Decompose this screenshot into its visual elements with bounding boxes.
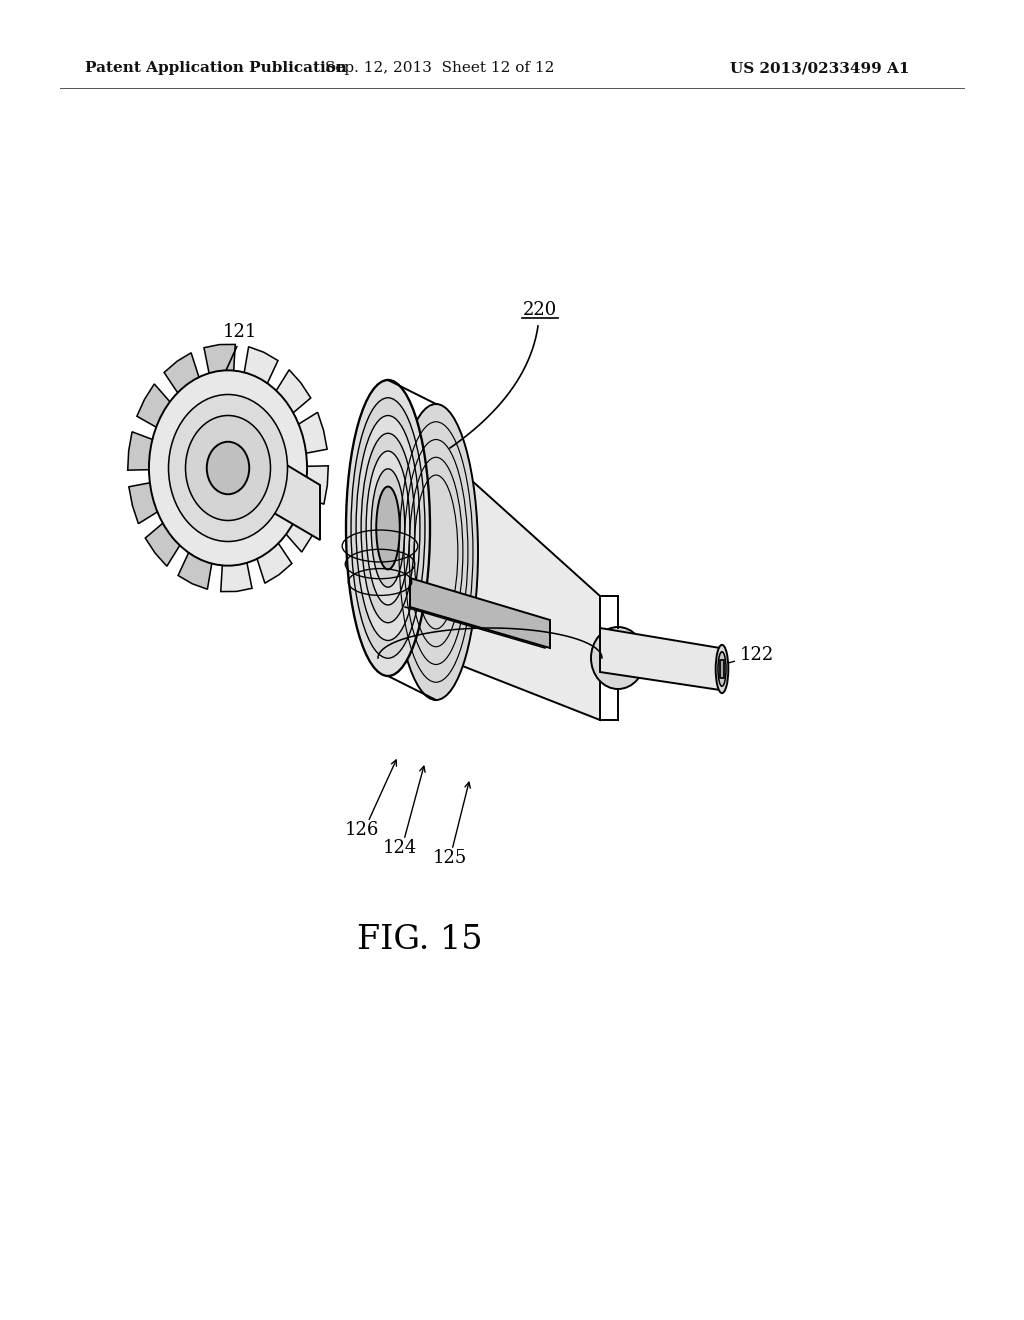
Ellipse shape [371,469,404,587]
Ellipse shape [394,404,478,700]
Polygon shape [410,578,550,648]
Polygon shape [244,347,278,384]
Text: US 2013/0233499 A1: US 2013/0233499 A1 [730,61,909,75]
Ellipse shape [367,451,410,605]
Polygon shape [129,483,158,524]
Text: 121: 121 [223,323,257,341]
Polygon shape [178,552,212,589]
Polygon shape [128,432,154,470]
Ellipse shape [591,627,645,689]
Polygon shape [137,384,171,428]
Text: 124: 124 [383,840,417,857]
Ellipse shape [185,416,270,520]
Ellipse shape [361,433,415,623]
Ellipse shape [169,395,288,541]
Ellipse shape [718,652,726,686]
Text: 122: 122 [713,645,774,668]
Polygon shape [298,412,327,453]
Text: Sep. 12, 2013  Sheet 12 of 12: Sep. 12, 2013 Sheet 12 of 12 [326,61,555,75]
Polygon shape [221,562,252,591]
Polygon shape [286,508,319,552]
Text: 125: 125 [433,849,467,867]
Polygon shape [600,628,720,690]
Ellipse shape [346,380,430,676]
Polygon shape [204,345,236,374]
Polygon shape [275,370,310,413]
Text: 220: 220 [523,301,557,319]
Ellipse shape [207,442,249,494]
Polygon shape [303,466,329,504]
Polygon shape [720,660,724,678]
Polygon shape [164,352,200,393]
Text: FIG. 15: FIG. 15 [357,924,482,956]
Text: 126: 126 [345,821,379,840]
Polygon shape [257,543,292,583]
Ellipse shape [356,416,420,640]
Ellipse shape [376,487,399,569]
Ellipse shape [351,397,425,659]
Ellipse shape [148,371,307,566]
Polygon shape [436,449,600,719]
Polygon shape [145,523,180,566]
Polygon shape [245,440,319,540]
Text: Patent Application Publication: Patent Application Publication [85,61,347,75]
Ellipse shape [716,645,728,693]
